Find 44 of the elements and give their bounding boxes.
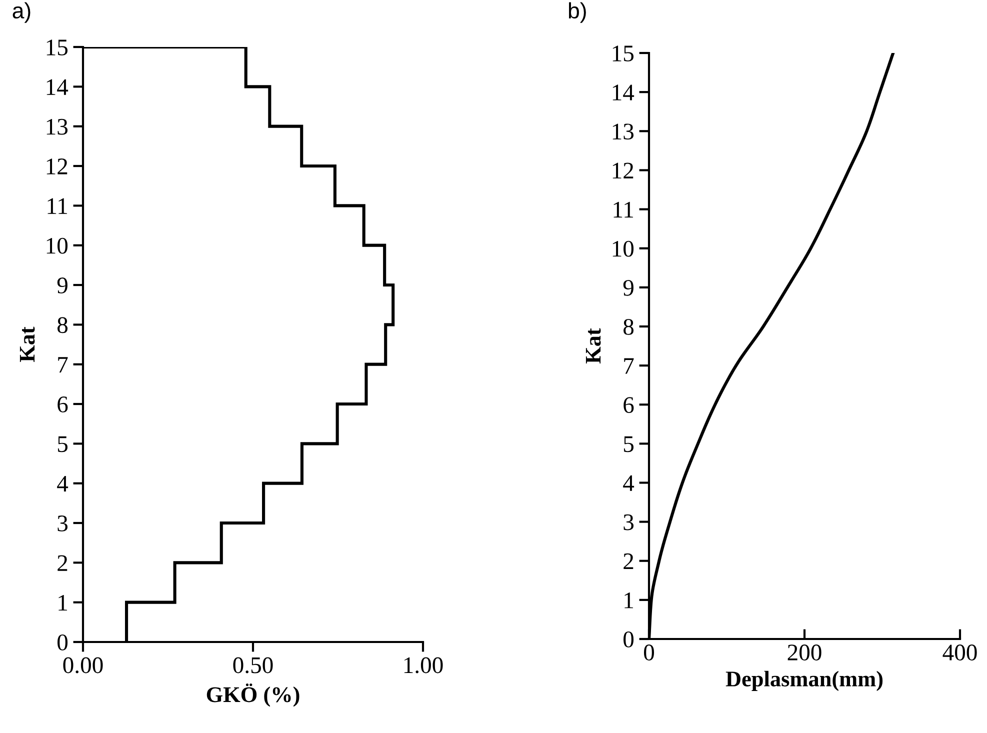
y-tick-label: 12 [46, 158, 68, 174]
y-tick-label: 5 [624, 436, 634, 452]
y-tick-label: 7 [58, 357, 68, 373]
text: a) [12, 2, 30, 23]
y-tick-label: 10 [46, 238, 68, 254]
y-tick-label: 0 [624, 631, 634, 648]
y-tick-label: 9 [623, 280, 634, 296]
x-axis-title: Deplasman(mm) [726, 670, 883, 691]
y-tick-label: 6 [58, 396, 68, 412]
y-tick-label: 7 [624, 358, 634, 374]
y-tick-label: 8 [624, 318, 634, 335]
y-tick-label: 11 [614, 202, 633, 218]
text: b) [568, 2, 586, 23]
y-tick-label: 14 [46, 79, 68, 95]
x-tick-label: 0.50 [233, 657, 273, 674]
y-tick-label: 5 [58, 436, 68, 452]
x-tick-label: 400 [942, 644, 977, 660]
y-tick-label: 13 [612, 124, 634, 140]
y-tick-label: 4 [623, 475, 634, 491]
y-tick-label: 11 [48, 198, 67, 214]
y-tick-label: 8 [58, 317, 68, 334]
x-tick-label: 1.00 [404, 657, 443, 674]
y-tick-label: 4 [57, 476, 68, 492]
x-axis-title: GKÖ (%) [206, 684, 300, 707]
y-tick-label: 9 [57, 278, 68, 294]
y-tick-label: 6 [624, 397, 634, 414]
y-tick-label: 10 [612, 240, 634, 257]
y-tick-label: 12 [612, 162, 634, 178]
x-tick-label: 0.00 [63, 657, 103, 674]
y-tick-label: 0 [58, 634, 68, 650]
y-tick-label: 2 [58, 555, 68, 571]
y-tick-label: 15 [612, 46, 634, 62]
y-tick-label: 1 [58, 594, 67, 611]
y-tick-label: 13 [46, 118, 68, 135]
y-tick-label: 3 [58, 516, 68, 532]
y-axis-title: Kat [586, 328, 601, 364]
y-tick-label: 14 [612, 84, 634, 100]
y-tick-label: 3 [624, 514, 634, 530]
y-tick-label: 1 [624, 592, 633, 608]
x-tick-label: 200 [788, 644, 822, 660]
x-tick-label: 0 [644, 644, 654, 660]
y-tick-label: 2 [624, 553, 634, 570]
y-axis-title: Kat [20, 326, 35, 362]
y-tick-label: 15 [46, 40, 68, 56]
